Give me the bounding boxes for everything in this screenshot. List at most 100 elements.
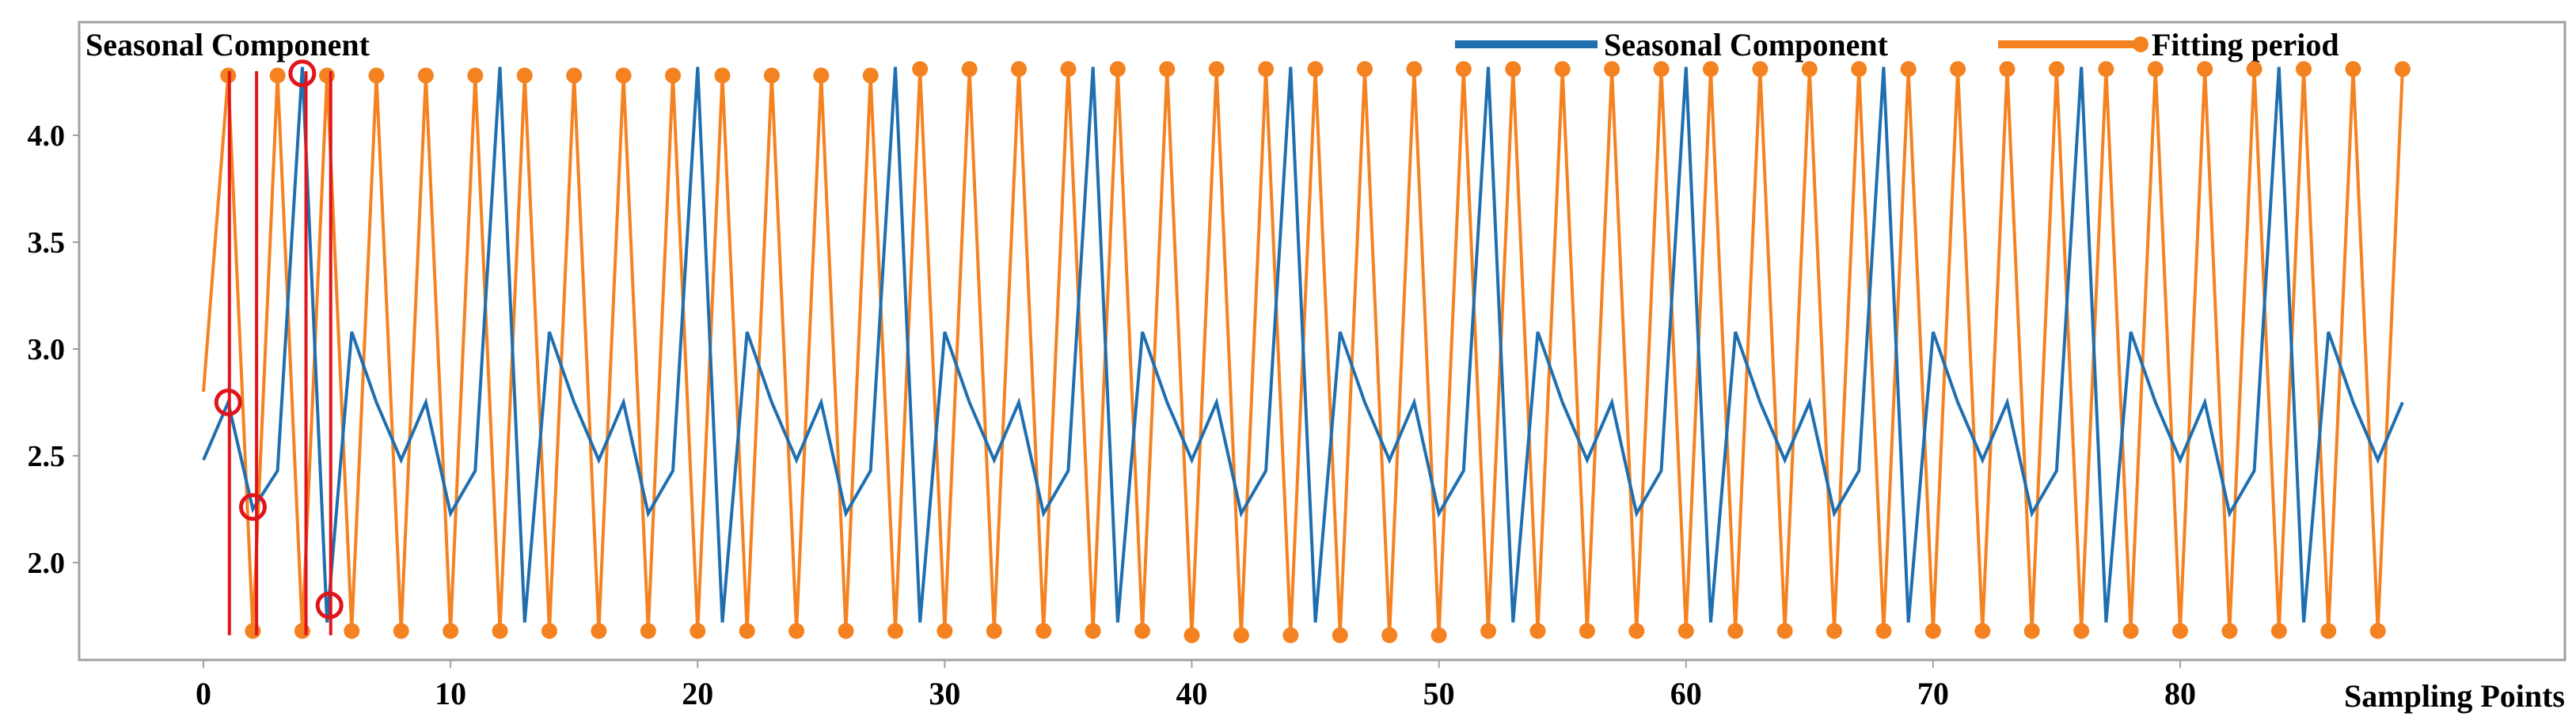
fitting-point — [1208, 61, 1225, 78]
fitting-point — [2221, 623, 2238, 639]
y-tick-label: 3.5 — [28, 226, 66, 260]
fitting-point — [2122, 623, 2139, 639]
fitting-point — [1184, 627, 1200, 643]
x-tick-label: 70 — [1917, 676, 1949, 711]
fitting-point — [887, 623, 903, 639]
fitting-point — [714, 67, 731, 84]
legend-fitting-label: Fitting period — [2152, 27, 2339, 63]
x-tick-label: 60 — [1670, 676, 1702, 711]
fitting-point — [1826, 623, 1843, 639]
fitting-point — [2023, 623, 2040, 639]
fitting-point — [961, 61, 978, 78]
fitting-point — [1875, 623, 1892, 639]
fitting-point — [417, 67, 434, 84]
fitting-point — [2320, 623, 2337, 639]
fitting-point — [2296, 61, 2312, 78]
fitting-point — [763, 67, 780, 84]
fitting-point — [1801, 61, 1818, 78]
annotation-layer — [214, 59, 344, 635]
fitting-point — [443, 623, 459, 639]
fitting-point — [1974, 623, 1991, 639]
fitting-point — [1950, 61, 1966, 78]
fitting-point — [640, 623, 656, 639]
fitting-point — [269, 67, 286, 84]
fitting-point — [1406, 61, 1423, 78]
fitting-point — [245, 623, 261, 639]
annotation-circle — [288, 59, 317, 88]
fitting-point — [690, 623, 706, 639]
fitting-point — [541, 623, 557, 639]
fitting-point — [1653, 61, 1670, 78]
fitting-point — [1332, 627, 1348, 643]
fitting-point — [788, 623, 805, 639]
fitting-point — [986, 623, 1002, 639]
fitting-point — [1999, 61, 2016, 78]
fitting-point — [2048, 61, 2065, 78]
fitting-point — [1282, 627, 1299, 643]
x-axis: 0 10 20 30 40 50 60 70 80 — [196, 660, 2196, 711]
fitting-point — [467, 67, 484, 84]
annotation-circle — [214, 389, 242, 416]
fitting-point — [566, 67, 583, 84]
fitting-point — [1900, 61, 1917, 78]
fitting-point — [2270, 623, 2287, 639]
fitting-point — [344, 623, 360, 639]
fitting-point — [2394, 61, 2411, 78]
fitting-point — [2172, 623, 2188, 639]
fitting-point — [1455, 61, 1472, 78]
legend: Seasonal Component Fitting period — [1455, 27, 2339, 63]
x-tick-label: 10 — [435, 676, 466, 711]
fitting-point — [2073, 623, 2090, 639]
x-axis-label: Sampling Points — [2344, 678, 2565, 714]
y-tick-label: 2.5 — [28, 440, 66, 473]
fitting-point — [2197, 61, 2213, 78]
x-tick-label: 0 — [196, 676, 211, 711]
fitting-point — [1085, 623, 1101, 639]
series-seasonal-line — [202, 66, 2404, 623]
fitting-point — [1529, 623, 1546, 639]
fitting-point — [1924, 623, 1941, 639]
legend-fitting-marker — [2133, 36, 2149, 52]
fitting-point — [665, 67, 682, 84]
x-tick-label: 50 — [1423, 676, 1455, 711]
fitting-point — [591, 623, 607, 639]
fitting-point — [1579, 623, 1595, 639]
plot-frame — [78, 21, 2567, 662]
annotation-circle — [238, 493, 267, 521]
fitting-point — [319, 67, 336, 84]
fitting-point — [516, 67, 533, 84]
fitting-point — [294, 623, 310, 639]
y-tick-label: 3.0 — [28, 333, 66, 366]
x-tick-label: 80 — [2164, 676, 2196, 711]
fitting-point — [1356, 61, 1373, 78]
fitting-point — [1851, 61, 1867, 78]
legend-seasonal-label: Seasonal Component — [1604, 27, 1889, 63]
fitting-point — [1035, 623, 1052, 639]
fitting-point — [1776, 623, 1793, 639]
fitting-point — [1159, 61, 1176, 78]
fitting-point — [1480, 623, 1497, 639]
x-tick-label: 20 — [682, 676, 713, 711]
fitting-point — [862, 67, 879, 84]
fitting-point — [1109, 61, 1126, 78]
fitting-point — [2345, 61, 2361, 78]
y-tick-label: 4.0 — [28, 119, 66, 153]
fitting-point — [615, 67, 632, 84]
fitting-point — [393, 623, 409, 639]
x-tick-label: 40 — [1176, 676, 1208, 711]
fitting-point — [1060, 61, 1077, 78]
fitting-point — [1307, 61, 1324, 78]
fitting-point — [813, 67, 830, 84]
fitting-point — [1505, 61, 1522, 78]
fitting-point — [838, 623, 854, 639]
fitting-point — [1628, 623, 1645, 639]
fitting-point — [1233, 627, 1249, 643]
y-tick-label: 2.0 — [28, 547, 66, 580]
series-layer — [202, 61, 2411, 643]
fitting-point — [1752, 61, 1769, 78]
fitting-point — [368, 67, 385, 84]
y-axis: 2.0 2.5 3.0 3.5 4.0 — [28, 119, 79, 580]
fitting-point — [2369, 623, 2386, 639]
